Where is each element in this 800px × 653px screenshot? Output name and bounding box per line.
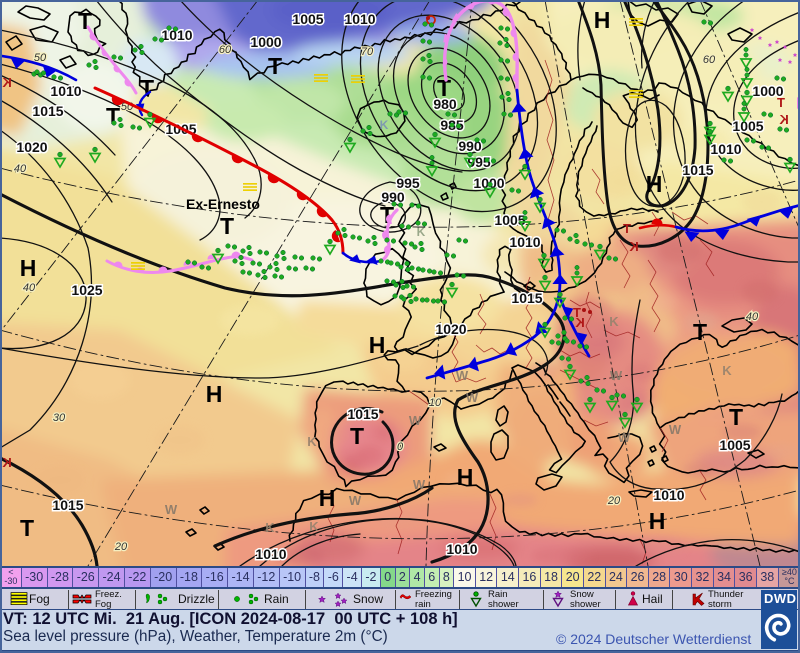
svg-text:50: 50 [34, 52, 47, 64]
svg-text:1000: 1000 [752, 83, 783, 99]
svg-text:1015: 1015 [347, 406, 378, 422]
svg-text:1010: 1010 [710, 141, 741, 157]
svg-text:40: 40 [746, 311, 759, 323]
svg-text:980: 980 [433, 96, 457, 112]
svg-text:W: W [409, 413, 422, 428]
svg-text:W: W [466, 390, 479, 405]
svg-text:Ex-Ernesto: Ex-Ernesto [186, 196, 260, 212]
svg-text:1020: 1020 [16, 139, 47, 155]
svg-text:W: W [456, 368, 469, 383]
svg-text:1005: 1005 [719, 437, 750, 453]
svg-text:70: 70 [361, 46, 374, 58]
svg-text:K: K [779, 112, 789, 127]
svg-text:T: T [350, 423, 364, 449]
svg-text:10: 10 [429, 397, 442, 409]
svg-text:H: H [649, 508, 666, 534]
svg-text:1015: 1015 [682, 162, 713, 178]
svg-text:1020: 1020 [435, 321, 466, 337]
svg-text:K: K [380, 118, 389, 132]
svg-text:T: T [220, 213, 234, 239]
svg-text:20: 20 [114, 541, 128, 553]
svg-text:H: H [369, 332, 386, 358]
svg-text:K: K [629, 239, 639, 254]
svg-text:W: W [413, 477, 426, 492]
svg-text:K: K [2, 455, 12, 470]
svg-text:T: T [268, 53, 282, 79]
svg-text:T: T [777, 95, 785, 110]
svg-text:1015: 1015 [511, 290, 542, 306]
svg-text:995: 995 [396, 175, 420, 191]
svg-text:H: H [20, 255, 37, 281]
svg-text:T: T [623, 221, 631, 236]
svg-text:60: 60 [703, 54, 716, 66]
svg-text:T: T [573, 305, 581, 320]
svg-text:1005: 1005 [494, 212, 525, 228]
svg-text:990: 990 [381, 189, 405, 205]
svg-text:30: 30 [53, 412, 66, 424]
svg-text:1005: 1005 [732, 118, 763, 134]
svg-text:40: 40 [14, 163, 27, 175]
svg-text:T: T [20, 515, 34, 541]
svg-text:40: 40 [23, 282, 36, 294]
svg-text:60: 60 [219, 44, 232, 56]
svg-text:K: K [307, 434, 317, 449]
svg-text:K: K [722, 363, 732, 378]
svg-text:1005: 1005 [292, 11, 323, 27]
svg-text:W: W [349, 493, 362, 508]
svg-text:T: T [437, 75, 451, 101]
svg-text:H: H [319, 485, 336, 511]
svg-text:20: 20 [607, 495, 621, 507]
svg-text:1015: 1015 [32, 103, 63, 119]
svg-text:K: K [265, 520, 275, 535]
svg-text:1010: 1010 [50, 83, 81, 99]
svg-text:1025: 1025 [71, 282, 102, 298]
svg-text:1010: 1010 [255, 546, 286, 562]
svg-text:T: T [140, 75, 154, 101]
svg-text:K: K [609, 314, 619, 329]
svg-text:H: H [206, 381, 223, 407]
svg-text:1010: 1010 [446, 541, 477, 557]
svg-text:H: H [646, 171, 663, 197]
svg-text:1010: 1010 [653, 487, 684, 503]
svg-text:H: H [457, 464, 474, 490]
svg-text:K: K [417, 225, 426, 239]
svg-text:W: W [165, 502, 178, 517]
svg-text:1015: 1015 [52, 497, 83, 513]
svg-text:T: T [693, 319, 707, 345]
svg-text:K: K [309, 519, 319, 534]
svg-text:K: K [2, 75, 12, 90]
svg-text:K: K [575, 315, 585, 330]
svg-text:1000: 1000 [250, 34, 281, 50]
svg-text:H: H [594, 7, 611, 33]
svg-text:1010: 1010 [509, 234, 540, 250]
svg-text:T: T [729, 404, 743, 430]
svg-text:0: 0 [397, 441, 404, 453]
svg-text:W: W [618, 430, 631, 445]
svg-text:T: T [106, 103, 120, 129]
svg-text:W: W [610, 368, 623, 383]
svg-text:W: W [669, 422, 682, 437]
svg-text:1010: 1010 [344, 11, 375, 27]
